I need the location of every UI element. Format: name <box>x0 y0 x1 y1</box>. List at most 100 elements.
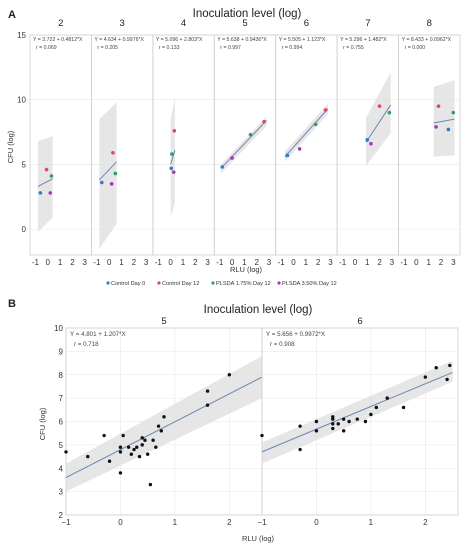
panel-b-data-point <box>423 375 428 379</box>
panel-b-data-point <box>341 417 346 421</box>
panel-a-facet-8: 8 Y = 8.433 + 0.0962*X r = 0.000 -1 0 1 2 3 <box>398 18 461 267</box>
panel-a-x-tick-label: 3 <box>144 258 149 267</box>
panel-a-correlation-r: r = 0.000 <box>405 45 426 51</box>
panel-a-title: Inoculation level (log) <box>193 8 302 20</box>
panel-a-facet-label: 3 <box>119 18 124 29</box>
panel-a-data-point <box>248 132 253 137</box>
panel-a-facet-frame <box>398 34 461 256</box>
panel-b-y-axis-title: CFU (log) <box>38 407 47 440</box>
panel-b-facet-6: 6 Y = 5.656 + 0.9972*X r = 0.908 −1 0 1 2 <box>257 316 459 527</box>
panel-a-x-tick-label: 1 <box>426 258 431 267</box>
panel-a-data-point <box>113 171 118 176</box>
panel-b-correlation-r: r = 0.718 <box>74 341 99 348</box>
panel-b-data-point <box>434 366 438 370</box>
legend-marker <box>106 281 110 285</box>
panel-a-x-tick-label: 3 <box>328 258 333 267</box>
panel-b-data-point <box>331 415 335 419</box>
panel-a-facet-label: 5 <box>242 18 247 29</box>
panel-a-confidence-band <box>366 72 391 166</box>
panel-a-regression-equation: Y = 8.433 + 0.0962*X <box>402 37 452 43</box>
panel-b-y-tick-label: 9 <box>59 347 64 356</box>
panel-a-x-tick-label: -1 <box>400 258 408 267</box>
panel-b-confidence-band <box>66 356 262 492</box>
panel-a-data-point <box>48 191 53 195</box>
panel-b-x-tick-label: 0 <box>314 518 319 527</box>
panel-b-data-point <box>148 482 153 487</box>
panel-a-facet-7: 7 Y = 5.296 + 1.482*X r = 0.755 -1 0 1 2 3 <box>336 18 399 267</box>
panel-a-x-tick-label: 3 <box>205 258 210 267</box>
panel-b-data-point <box>331 426 335 431</box>
panel-b-x-tick-label: −1 <box>257 518 267 527</box>
panel-b-data-point <box>369 412 373 417</box>
panel-a-data-point <box>49 174 54 178</box>
panel-a-legend: Control Day 0 Control Day 12 PLSDA 1.75% D… <box>106 281 337 287</box>
panel-a-x-tick-label: 2 <box>70 258 75 267</box>
panel-a-facet-6: 6 Y = 5.505 + 1.123*X r = 0.994 -1 0 1 2 3 <box>275 18 338 267</box>
panel-b-data-point <box>135 445 139 449</box>
panel-a-x-tick-label: 1 <box>119 258 124 267</box>
panel-b-facet-5: 5 Y = 4.801 + 1.207*X r = 0.718 −1 0 1 2 <box>61 316 263 527</box>
panel-b-y-tick-label: 7 <box>59 394 64 403</box>
panel-a-x-tick-label: 1 <box>365 258 370 267</box>
panel-b-regression-equation: Y = 4.801 + 1.207*X <box>70 331 126 338</box>
panel-a-facet-2: 2Y = 3.722 + 0.4812*Xr = 0.069-1 0 1 2 3 <box>29 18 92 267</box>
panel-a-y-axis-title: CFU (log) <box>6 130 15 163</box>
panel-a-x-tick-label: 0 <box>168 258 173 267</box>
panel-a-confidence-band <box>99 102 117 249</box>
panel-b-y-tick-label: 3 <box>59 488 64 497</box>
legend-label: Control Day 12 <box>162 281 199 287</box>
panel-b-data-point <box>355 417 359 421</box>
panel-a-facet-label: 6 <box>304 18 309 29</box>
panel-b-data-point <box>154 445 158 449</box>
panel-a-x-tick-label: 0 <box>230 258 235 267</box>
panel-a-x-tick-label: 2 <box>377 258 382 267</box>
panel-a-regression-equation: Y = 5.638 + 0.9436*X <box>217 37 267 43</box>
panel-a-data-point <box>365 138 370 142</box>
panel-a-facet-5: 5 Y = 5.638 + 0.9436*X r = 0.997 -1 0 1 2 3 <box>213 18 277 267</box>
panel-a-y-tick-label: 15 <box>17 31 26 40</box>
panel-a-x-tick-label: -1 <box>93 258 101 267</box>
panel-b-x-tick-label: 0 <box>118 518 123 527</box>
panel-a-fit-line <box>284 108 329 157</box>
panel-b-y-tick-label: 5 <box>59 441 64 450</box>
panel-a-letter: A <box>8 9 16 21</box>
legend-marker <box>277 281 281 285</box>
panel-a-x-tick-label: -1 <box>216 258 224 267</box>
panel-a-data-point <box>262 119 266 124</box>
panel-b-data-point <box>298 424 302 428</box>
panel-b-data-point <box>132 447 136 452</box>
panel-a-x-tick-label: 2 <box>193 258 198 267</box>
legend-label: Control Day 0 <box>111 281 145 287</box>
panel-a-facet-label: 7 <box>365 18 370 29</box>
panel-b-data-point <box>445 377 449 382</box>
panel-b-data-point <box>151 438 155 442</box>
panel-a-y-tick-label: 5 <box>22 160 27 169</box>
panel-b-data-point <box>118 471 123 475</box>
panel-a-correlation-r: r = 0.755 <box>343 45 364 51</box>
panel-a-x-tick-label: -1 <box>155 258 163 267</box>
panel-b-facet-label: 5 <box>161 316 166 327</box>
panel-a-x-tick-label: -1 <box>339 258 347 267</box>
legend-marker <box>157 281 161 285</box>
panel-b-y-tick-label: 4 <box>59 464 64 473</box>
panel-b-x-tick-label: −1 <box>61 518 71 527</box>
panel-b-data-point <box>118 450 123 454</box>
panel-b-y-tick-label: 8 <box>59 371 64 380</box>
panel-b-data-point <box>129 452 134 456</box>
panel-b-data-point <box>331 422 335 426</box>
panel-a-data-point <box>172 128 177 133</box>
panel-a-x-tick-label: 1 <box>58 258 63 267</box>
panel-b-data-point <box>140 436 144 440</box>
panel-a-data-point <box>377 104 382 108</box>
legend-marker <box>211 281 215 285</box>
legend-label: PLSDA 3.50% Day 12 <box>282 281 337 287</box>
panel-b-data-point <box>336 422 340 426</box>
panel-a-data-point <box>323 108 328 112</box>
panel-a-x-tick-label: 2 <box>316 258 321 267</box>
panel-b-correlation-r: r = 0.908 <box>270 341 295 348</box>
panel-b-data-point <box>227 373 232 377</box>
panel-a-data-point <box>434 125 438 129</box>
panel-a-correlation-r: r = 0.997 <box>220 45 241 51</box>
